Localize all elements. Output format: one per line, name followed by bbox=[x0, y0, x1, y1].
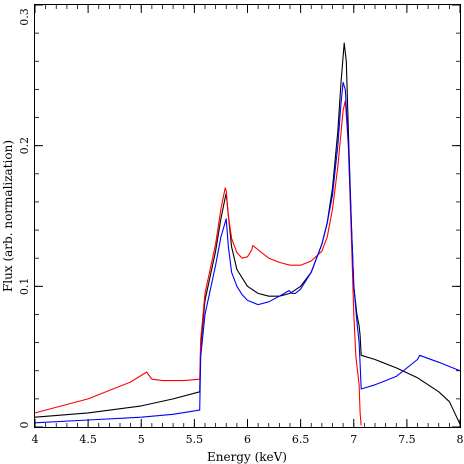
x-tick-label: 6.5 bbox=[292, 433, 310, 446]
x-tick-label: 8 bbox=[457, 433, 464, 446]
x-tick-label: 4.5 bbox=[79, 433, 97, 446]
x-axis-label: Energy (keV) bbox=[207, 450, 287, 464]
x-tick-label: 6 bbox=[244, 433, 251, 446]
series-layer bbox=[34, 42, 461, 426]
y-tick-label: 0.1 bbox=[18, 278, 31, 296]
x-tick-label: 4 bbox=[32, 433, 39, 446]
x-tick-label: 7 bbox=[350, 433, 357, 446]
axis-layer: 4 4.5 5 5.5 6 6.5 7 7.5 8 0 0.1 0.2 0.3 bbox=[18, 4, 464, 446]
series-line-red bbox=[34, 100, 362, 426]
y-tick-label: 0 bbox=[18, 422, 31, 429]
series-line-black bbox=[34, 42, 461, 425]
x-tick-label: 5.5 bbox=[186, 433, 204, 446]
x-tick-label: 5 bbox=[138, 433, 145, 446]
y-axis-label: Flux (arb. normalization) bbox=[1, 140, 15, 292]
series-line-blue bbox=[34, 81, 461, 424]
y-tick-label: 0.3 bbox=[18, 8, 31, 26]
x-tick-label: 7.5 bbox=[398, 433, 416, 446]
plot-frame bbox=[34, 4, 461, 428]
y-tick-label: 0.2 bbox=[18, 137, 31, 155]
